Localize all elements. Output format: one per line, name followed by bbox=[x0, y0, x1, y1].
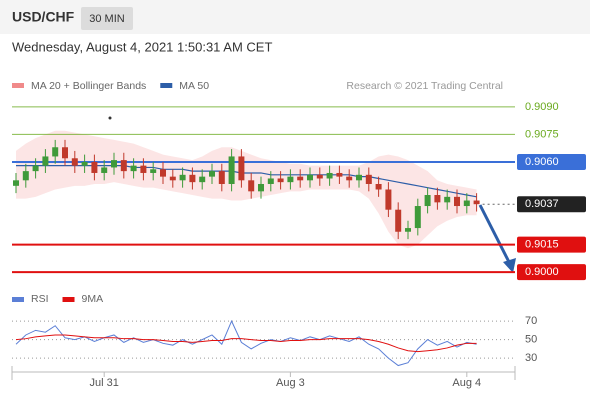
candle-body bbox=[169, 176, 176, 181]
candle-body bbox=[375, 183, 382, 190]
candle-body bbox=[346, 176, 353, 181]
x-tick-label: Aug 4 bbox=[452, 377, 481, 389]
candle-body bbox=[395, 209, 402, 232]
forecast-arrowhead bbox=[503, 258, 516, 273]
candle-body bbox=[160, 169, 166, 177]
candle-body bbox=[101, 167, 108, 173]
candle-body bbox=[287, 176, 294, 183]
legend-swatch bbox=[160, 83, 173, 88]
legend-label: RSI bbox=[31, 293, 49, 305]
level-badge bbox=[517, 236, 586, 253]
legend-label: MA 50 bbox=[179, 80, 209, 92]
timeframe: 30 MIN bbox=[89, 13, 125, 25]
candle-body bbox=[248, 180, 255, 192]
level-label: 0.9000 bbox=[525, 266, 559, 278]
candle-body bbox=[444, 196, 451, 203]
candle-body bbox=[22, 171, 29, 181]
candle-body bbox=[228, 156, 235, 184]
candle-body bbox=[307, 174, 313, 181]
candle-body bbox=[189, 174, 196, 183]
y-tick-label: 70 bbox=[525, 315, 537, 327]
candle-body bbox=[111, 160, 117, 168]
candle-body bbox=[42, 156, 49, 166]
candle-body bbox=[365, 174, 372, 184]
candle-body bbox=[140, 165, 147, 173]
candle-body bbox=[258, 183, 264, 192]
candle-body bbox=[52, 147, 59, 157]
candle-body bbox=[199, 176, 206, 183]
candle-body bbox=[81, 161, 88, 166]
indicator-line bbox=[15, 334, 477, 353]
candle-body bbox=[405, 228, 411, 232]
candle-body bbox=[414, 206, 421, 229]
level-label: 0.9075 bbox=[525, 128, 559, 140]
level-badge bbox=[517, 264, 586, 281]
candle-body bbox=[316, 174, 323, 179]
pair-title: USD/CHF bbox=[12, 9, 75, 25]
indicator-line bbox=[15, 319, 477, 367]
candle-body bbox=[463, 200, 470, 207]
y-tick-label: 30 bbox=[525, 352, 537, 364]
level-badge bbox=[517, 196, 586, 213]
candle-body bbox=[385, 189, 392, 210]
candle-body bbox=[454, 196, 460, 207]
credit: Research © 2021 Trading Central bbox=[346, 80, 503, 92]
level-label: 0.9015 bbox=[525, 239, 559, 251]
timestamp: Wednesday, August 4, 2021 1:50:31 AM CET bbox=[12, 39, 272, 54]
bollinger-band bbox=[16, 130, 477, 249]
candle-body bbox=[326, 172, 333, 179]
candle-body bbox=[434, 195, 441, 203]
candle-body bbox=[209, 171, 215, 177]
candle-body bbox=[91, 161, 98, 173]
candle-body bbox=[277, 178, 284, 183]
candle-body bbox=[13, 180, 19, 186]
dot bbox=[108, 116, 112, 120]
x-tick-label: Aug 3 bbox=[276, 377, 305, 389]
candle-body bbox=[424, 195, 431, 207]
candle-body bbox=[179, 174, 186, 181]
legend-swatch bbox=[12, 83, 24, 88]
candle-body bbox=[473, 200, 480, 205]
y-tick-label: 50 bbox=[525, 334, 537, 346]
candle-body bbox=[62, 147, 68, 159]
legend-label: MA 20 + Bollinger Bands bbox=[31, 80, 146, 92]
candle-body bbox=[32, 165, 39, 172]
x-tick-label: Jul 31 bbox=[90, 377, 119, 389]
candle-body bbox=[238, 156, 245, 181]
level-label: 0.9060 bbox=[525, 156, 559, 168]
candle-body bbox=[120, 160, 127, 172]
candle-body bbox=[150, 169, 157, 173]
legend-label: 9MA bbox=[82, 293, 104, 305]
legend-swatch bbox=[12, 297, 24, 302]
level-label: 0.9037 bbox=[525, 198, 559, 210]
candle-body bbox=[218, 171, 225, 184]
candle-body bbox=[130, 165, 137, 172]
candle-body bbox=[267, 178, 274, 184]
forecast-arrow bbox=[478, 204, 512, 265]
level-badge bbox=[517, 153, 586, 170]
legend-swatch bbox=[62, 297, 75, 302]
candle-body bbox=[71, 158, 78, 166]
candle-body bbox=[356, 174, 362, 181]
candle-body bbox=[297, 176, 304, 181]
candle-body bbox=[336, 172, 343, 177]
level-label: 0.9090 bbox=[525, 101, 559, 113]
timeframe-badge bbox=[81, 7, 133, 30]
